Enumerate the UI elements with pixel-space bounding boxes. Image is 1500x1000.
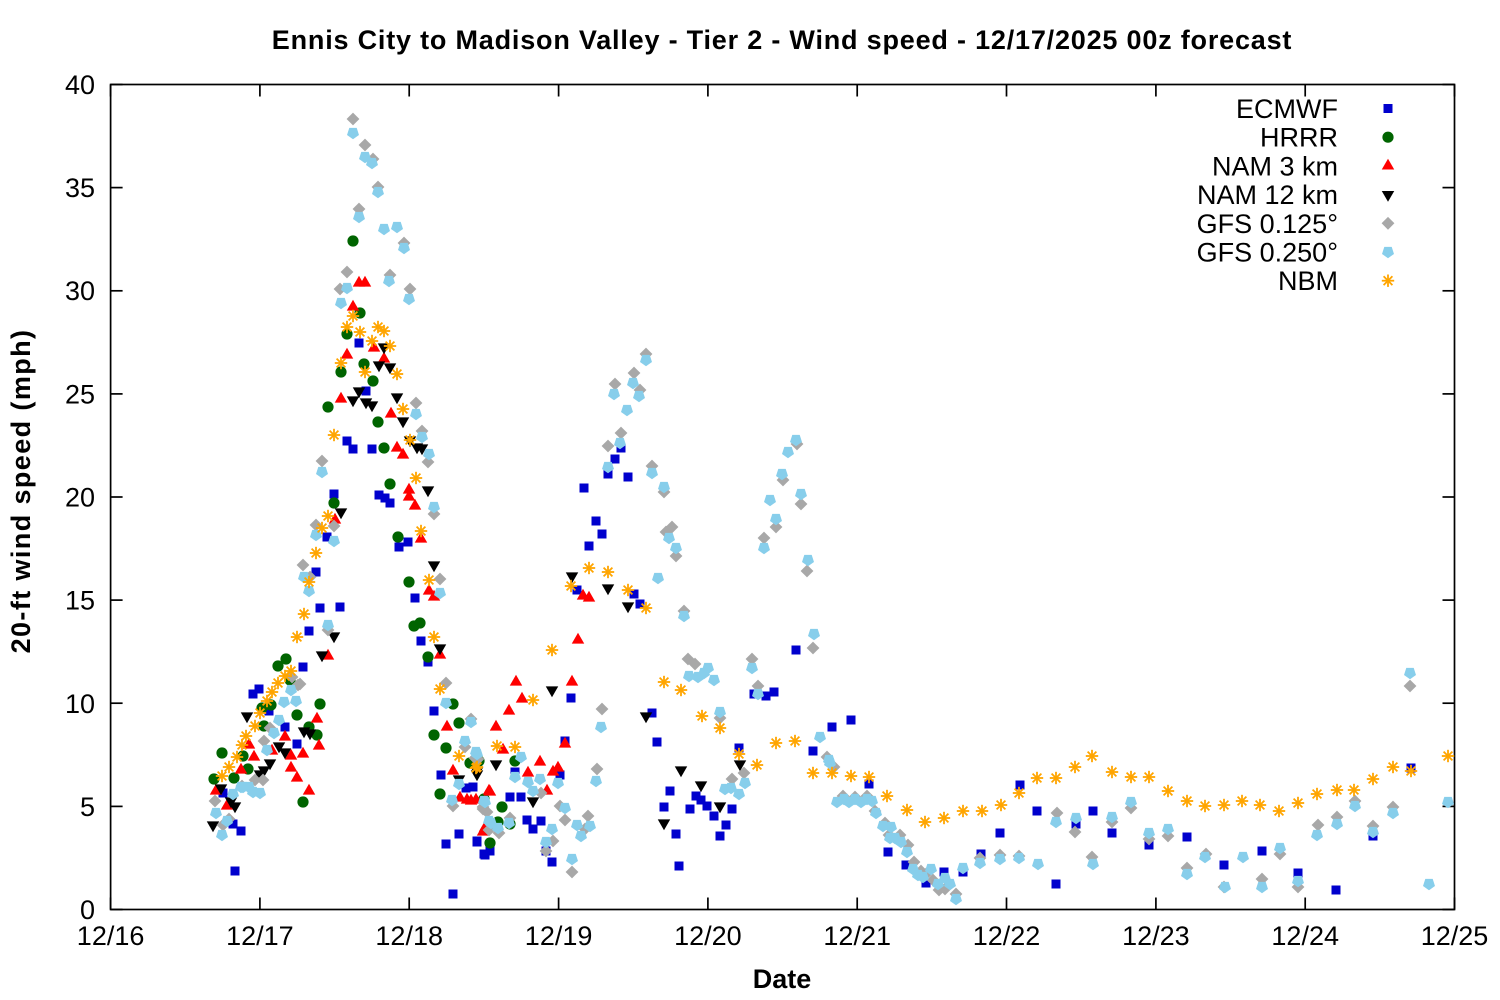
svg-text:HRRR: HRRR	[1260, 123, 1338, 153]
svg-text:12/19: 12/19	[525, 921, 593, 951]
svg-text:12/21: 12/21	[823, 921, 891, 951]
svg-text:5: 5	[80, 792, 95, 822]
svg-text:12/16: 12/16	[77, 921, 145, 951]
svg-text:30: 30	[65, 276, 95, 306]
svg-text:NAM 3 km: NAM 3 km	[1212, 151, 1338, 181]
svg-text:GFS 0.125°: GFS 0.125°	[1197, 209, 1338, 239]
svg-text:12/23: 12/23	[1122, 921, 1190, 951]
svg-text:12/24: 12/24	[1271, 921, 1339, 951]
svg-text:GFS 0.250°: GFS 0.250°	[1197, 238, 1338, 268]
svg-text:10: 10	[65, 689, 95, 719]
svg-text:ECMWF: ECMWF	[1236, 94, 1338, 124]
svg-text:25: 25	[65, 379, 95, 409]
svg-text:NAM 12 km: NAM 12 km	[1197, 180, 1338, 210]
svg-text:12/20: 12/20	[674, 921, 742, 951]
svg-text:12/18: 12/18	[375, 921, 443, 951]
svg-text:12/22: 12/22	[973, 921, 1041, 951]
svg-text:12/25: 12/25	[1421, 921, 1489, 951]
svg-text:20: 20	[65, 483, 95, 513]
svg-text:0: 0	[80, 895, 95, 925]
svg-text:12/17: 12/17	[226, 921, 294, 951]
svg-text:Ennis City to Madison Valley -: Ennis City to Madison Valley - Tier 2 - …	[272, 25, 1292, 55]
svg-text:NBM: NBM	[1278, 266, 1338, 296]
svg-text:Date: Date	[753, 964, 812, 994]
svg-text:40: 40	[65, 70, 95, 100]
svg-text:35: 35	[65, 173, 95, 203]
svg-text:20-ft wind speed (mph): 20-ft wind speed (mph)	[6, 329, 36, 654]
svg-text:15: 15	[65, 586, 95, 616]
